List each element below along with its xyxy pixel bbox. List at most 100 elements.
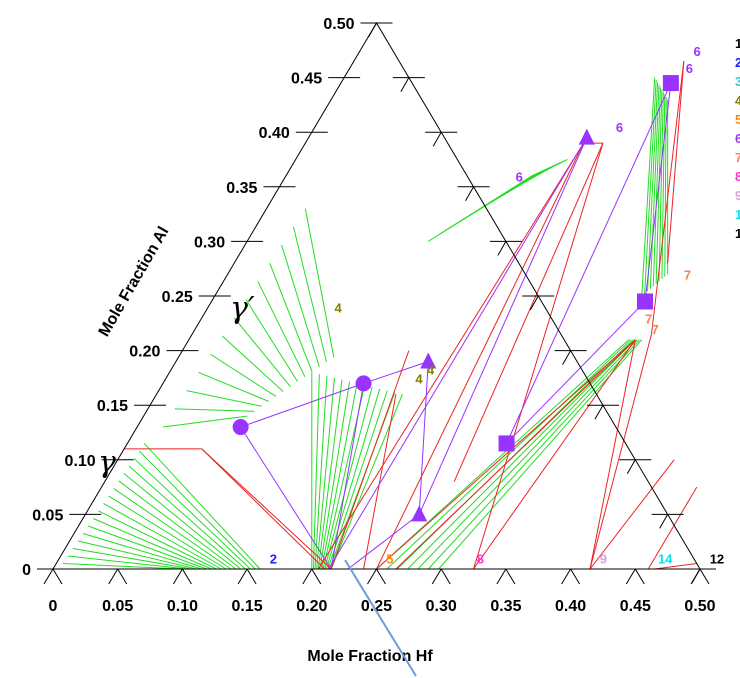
- red-tie-line: [647, 486, 698, 570]
- x-tick-label: 0.15: [232, 598, 263, 615]
- right-tick: [594, 404, 604, 420]
- purple-tie-line: [644, 83, 672, 302]
- legend-entry: 3: [735, 74, 740, 89]
- annotation-arrow: [344, 559, 417, 677]
- green-tie-line: [62, 563, 183, 570]
- legend-entry: 2: [735, 55, 740, 70]
- green-tie-line: [82, 533, 202, 570]
- x-tick: [43, 568, 54, 585]
- x-tick: [376, 568, 386, 585]
- point-label: 5: [386, 552, 393, 567]
- x-tick-label: 0.35: [490, 598, 521, 615]
- point-label: 6: [616, 120, 623, 135]
- y-tick-label: 0.30: [194, 234, 225, 251]
- green-tie-line: [324, 386, 373, 570]
- y-tick-label: 0.20: [129, 344, 160, 361]
- point-label: 6: [686, 61, 693, 76]
- green-tie-line: [174, 408, 255, 412]
- right-tick: [400, 77, 410, 92]
- right-tick: [465, 186, 474, 202]
- y-tick-label: 0.45: [291, 71, 322, 88]
- y-tick-label: 0.35: [226, 180, 257, 197]
- green-tie-line: [72, 548, 193, 570]
- green-tie-line: [647, 82, 659, 292]
- point-label: 7: [645, 311, 652, 326]
- right-tick: [368, 22, 377, 38]
- point-label: 6: [694, 44, 701, 59]
- green-tie-line: [98, 510, 217, 570]
- right-tick: [659, 514, 669, 529]
- legend-entry: 11: [735, 226, 740, 241]
- tick-labels: 0 0 0.05 0.05 0.10 0.10 0.15 0.15 0.20 0.20 0.25 0.…: [22, 16, 716, 615]
- square-marker: [637, 293, 654, 310]
- green-tie-line: [123, 473, 241, 570]
- x-tick: [561, 568, 572, 585]
- x-tick: [625, 568, 636, 585]
- green-tie-line: [245, 299, 299, 382]
- legend-entry: 10: [735, 207, 740, 222]
- point-label: 6: [516, 169, 523, 184]
- x-tick: [246, 568, 257, 585]
- x-tick: [440, 568, 451, 585]
- green-tie-line: [113, 488, 232, 570]
- triangle-marker: [578, 128, 595, 145]
- purple-tie-line: [328, 137, 588, 570]
- legend-entry: 6: [735, 131, 740, 146]
- right-tick: [432, 131, 442, 147]
- green-tie-line: [292, 226, 328, 363]
- point-label: 7: [651, 322, 658, 337]
- triangle-marker: [420, 352, 437, 369]
- green-tie-line: [325, 388, 381, 570]
- green-tie-line: [417, 339, 638, 570]
- red-tie-line: [650, 61, 685, 335]
- green-tie-line: [128, 465, 246, 570]
- x-tick-label: 0.20: [296, 598, 327, 615]
- triangle-axes: [52, 22, 701, 570]
- green-tie-line: [319, 381, 351, 570]
- green-tie-line: [108, 495, 227, 570]
- x-tick-label: 0.45: [620, 598, 651, 615]
- green-tie-line: [88, 525, 207, 570]
- x-tick-label: 0.30: [426, 598, 457, 615]
- x-tick-label: 0.10: [167, 598, 198, 615]
- green-tie-line: [143, 443, 261, 570]
- green-tie-line: [133, 458, 251, 570]
- green-tie-line: [652, 87, 661, 287]
- purple-tie-lines: [240, 82, 672, 570]
- green-tie-line: [198, 371, 269, 402]
- green-tie-line: [233, 317, 291, 387]
- red-tie-line: [376, 142, 584, 570]
- x-tick-label: 0.50: [684, 598, 715, 615]
- data-markers: [232, 75, 679, 522]
- x-tick: [117, 568, 128, 585]
- green-tie-line: [186, 390, 262, 407]
- point-label: 8: [477, 552, 484, 567]
- legend-entry: 5: [735, 112, 740, 127]
- x-tick: [237, 568, 248, 585]
- point-label: 12: [710, 552, 724, 567]
- circle-marker: [355, 375, 372, 392]
- green-tie-line: [103, 503, 222, 570]
- green-tie-line: [314, 376, 328, 570]
- red-tie-line: [201, 448, 326, 570]
- triangle-marker: [411, 505, 428, 522]
- right-tick: [529, 295, 539, 311]
- x-tick: [634, 568, 645, 585]
- x-tick: [108, 568, 119, 585]
- green-tie-line: [316, 377, 335, 570]
- x-tick: [52, 568, 63, 585]
- red-tie-line: [330, 350, 410, 570]
- x-tick-label: 0.05: [102, 598, 133, 615]
- x-tick: [181, 568, 192, 585]
- circle-marker: [232, 419, 249, 436]
- x-tick-label: 0: [49, 598, 58, 615]
- y-tick-label: 0.40: [259, 125, 290, 142]
- point-label: 9: [600, 552, 607, 567]
- green-tie-line: [330, 394, 403, 570]
- right-tick: [562, 350, 572, 365]
- purple-tie-line: [240, 426, 332, 570]
- x-tick: [505, 568, 516, 585]
- y-tick-label: 0.50: [323, 16, 354, 33]
- tick-marks: [37, 22, 716, 585]
